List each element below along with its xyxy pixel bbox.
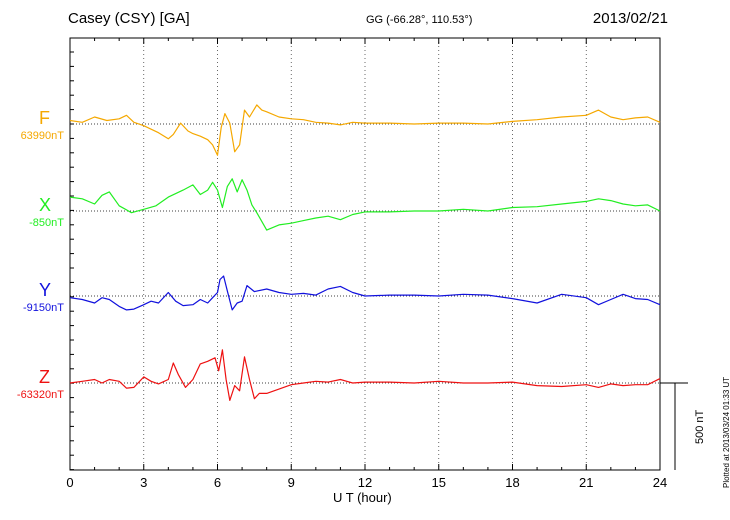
series-line-y	[69, 275, 661, 311]
channel-letter-z: Z	[39, 367, 50, 387]
geographic-coordinates: GG (-66.28°, 110.53°)	[366, 14, 473, 26]
x-tick-label: 12	[358, 475, 372, 490]
x-tick-marks: 0 3 6 9 12 15 18 21 24	[66, 38, 667, 490]
channel-letter-y: Y	[39, 280, 52, 300]
grid-lines	[143, 38, 587, 470]
series-line-z	[69, 349, 661, 401]
x-tick-label: 24	[653, 475, 667, 490]
x-tick-label: 15	[432, 475, 446, 490]
x-tick-label: 3	[140, 475, 147, 490]
station-title: Casey (CSY) [GA]	[68, 10, 190, 27]
channel-baseline-f: 63990nT	[20, 130, 64, 142]
x-tick-label: 9	[288, 475, 295, 490]
series-line-f	[69, 104, 661, 156]
channel-letter-x: X	[39, 195, 52, 215]
channel-letter-f: F	[39, 108, 50, 128]
series-line-x	[69, 178, 661, 231]
series-group	[69, 104, 661, 401]
channel-baseline-x: -850nT	[29, 217, 64, 229]
channel-baseline-z: -63320nT	[16, 389, 64, 401]
scale-bar	[660, 382, 688, 470]
x-axis-label: U T (hour)	[333, 490, 392, 505]
channel-baseline-y: -9150nT	[23, 302, 64, 314]
plotted-timestamp: Plotted at 2013/03/24 01:33 UT	[722, 376, 730, 488]
x-tick-label: 21	[579, 475, 593, 490]
x-tick-label: 6	[214, 475, 221, 490]
x-tick-label: 0	[66, 475, 73, 490]
x-tick-label: 18	[505, 475, 519, 490]
scale-bar-label: 500 nT	[694, 409, 706, 444]
plot-date: 2013/02/21	[592, 10, 668, 27]
